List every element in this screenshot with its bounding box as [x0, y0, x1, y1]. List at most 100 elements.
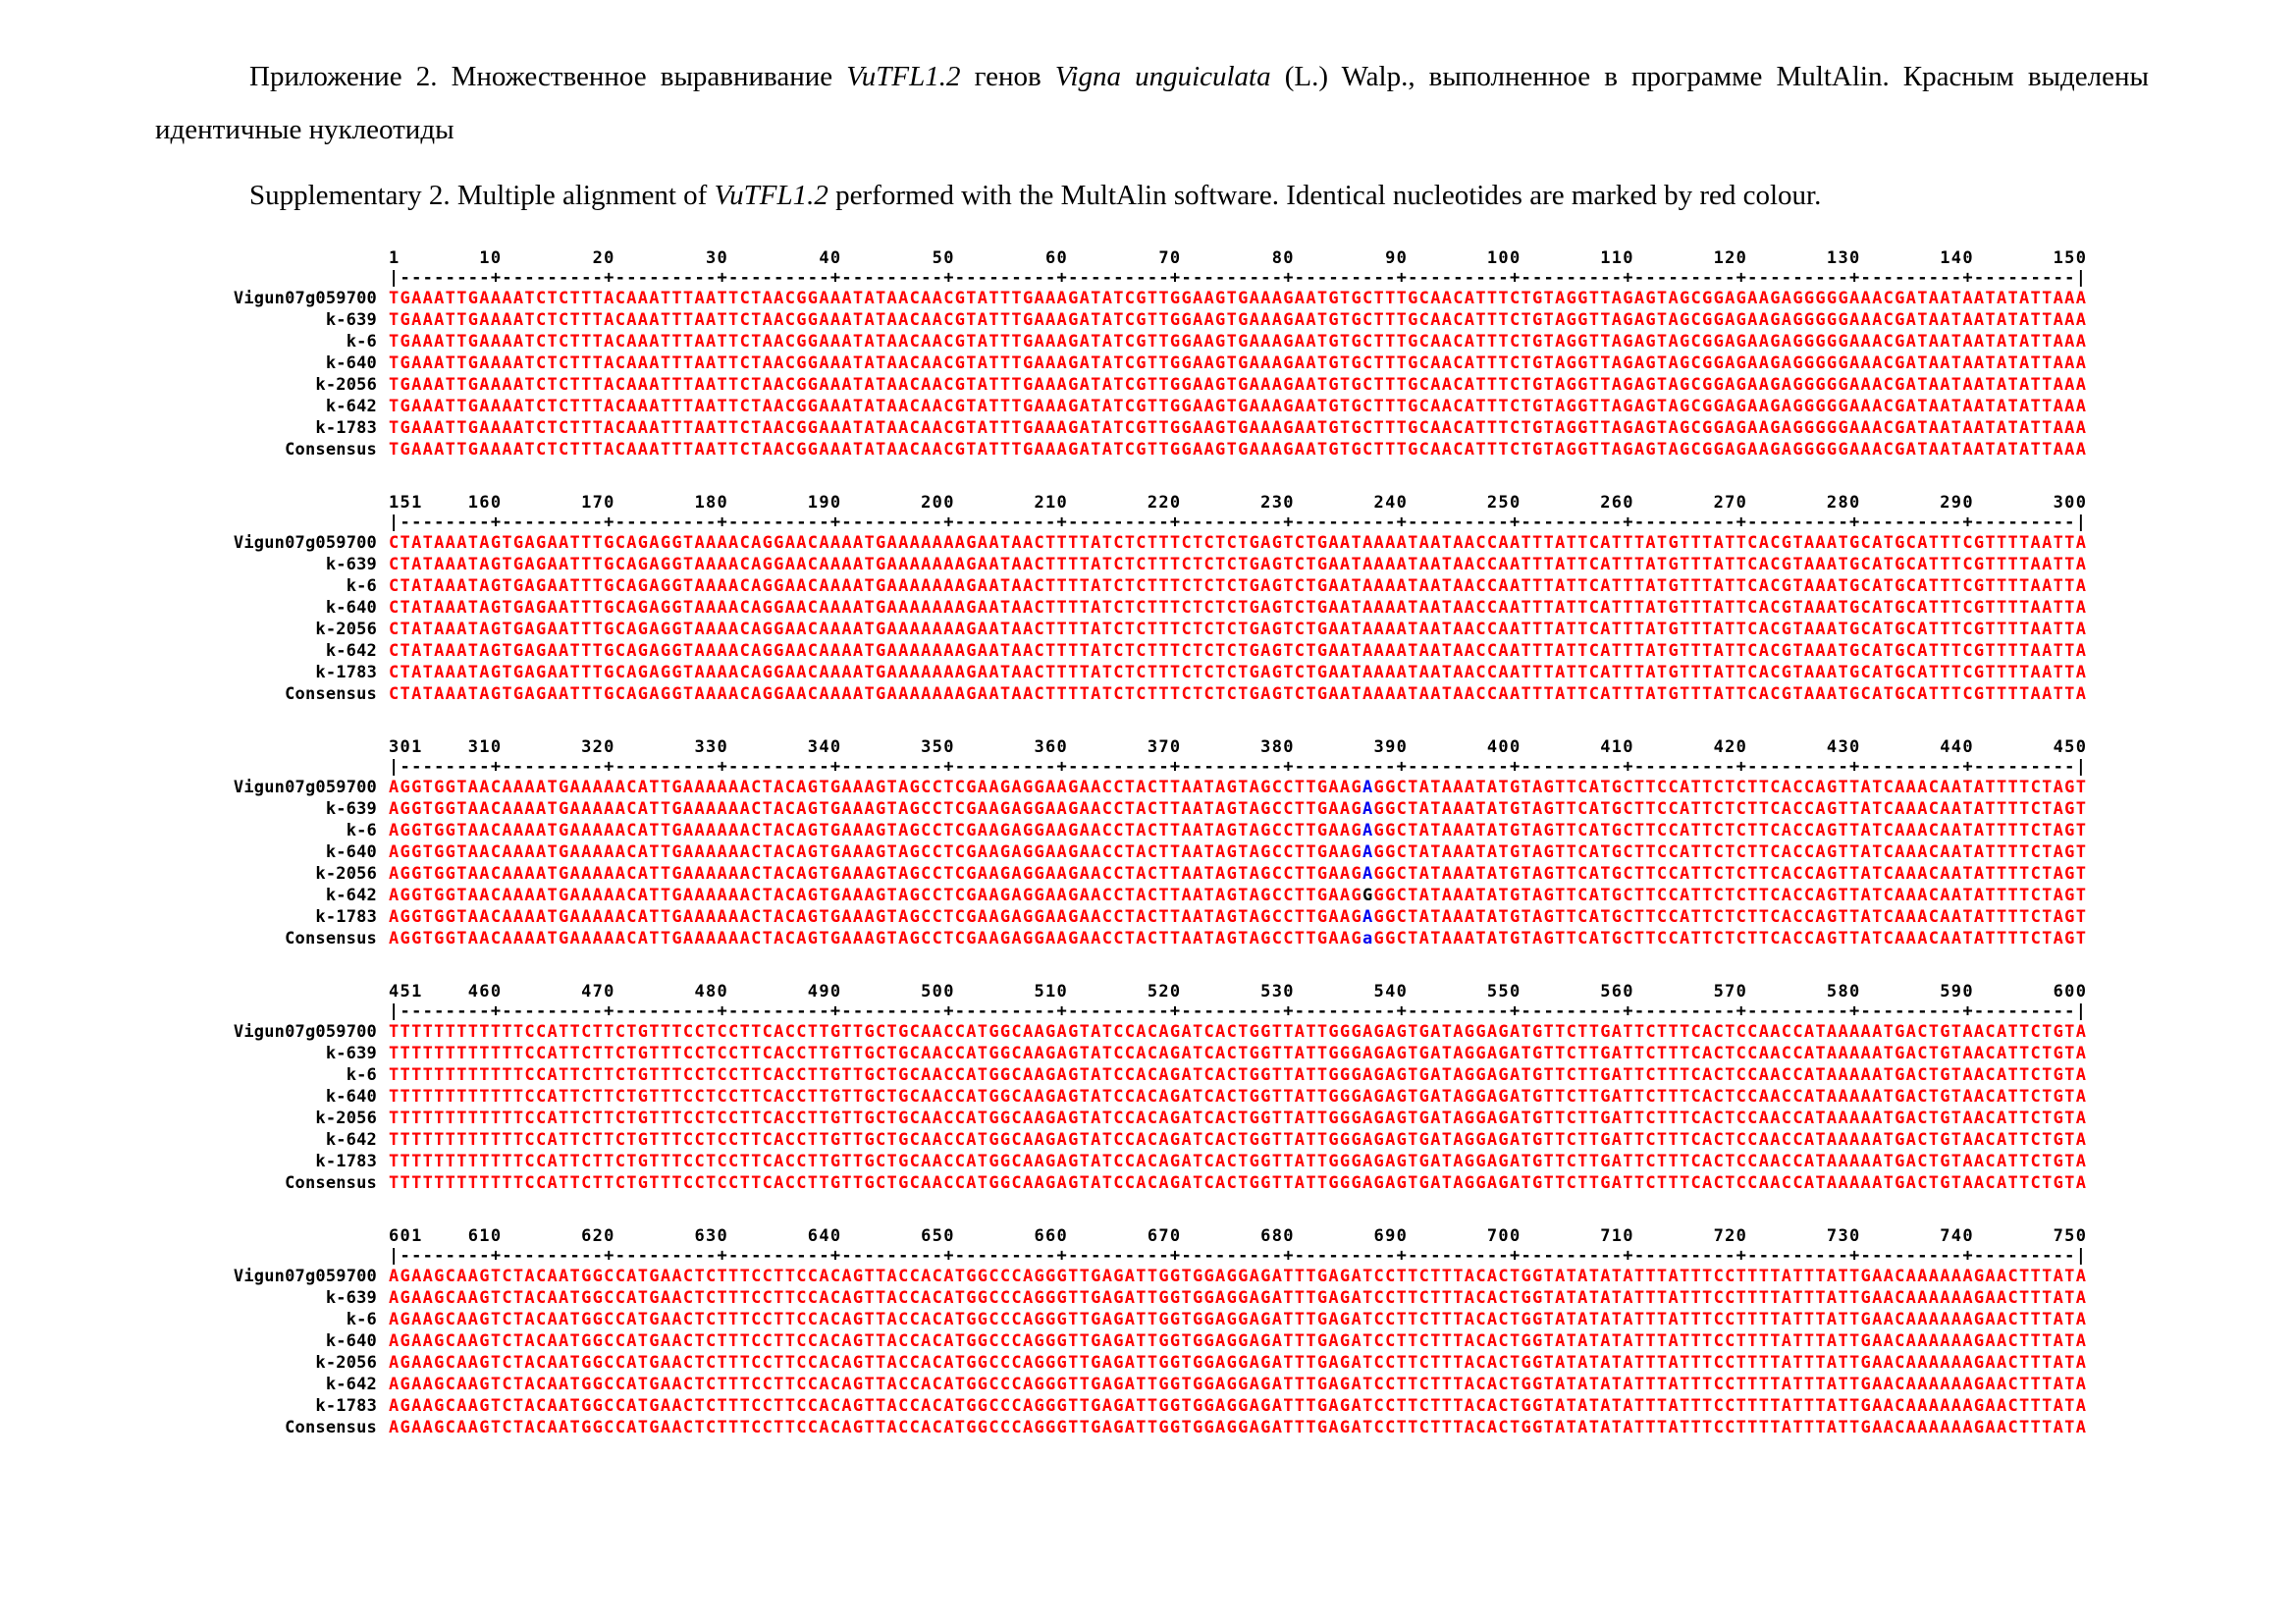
sequence-segment: GGCTATAAATATGTAGTTCATGCTTCCATTCTCTTCACCA…: [1373, 906, 2088, 927]
sequence-label: Consensus: [285, 683, 377, 704]
sequence-row-k-642: k-642 AGAAGCAAGTCTACAATGGCCATGAACTCTTTCCT…: [0, 1374, 2296, 1395]
sequence-label: Consensus: [285, 1417, 377, 1437]
sequence-label: k-2056: [315, 863, 377, 884]
sequence-label: k-6: [346, 1064, 377, 1085]
sequence-label: k-640: [325, 1086, 377, 1107]
sequence-segment: GGCTATAAATATGTAGTTCATGCTTCCATTCTCTTCACCA…: [1373, 885, 2088, 905]
sequence-segment: GGCTATAAATATGTAGTTCATGCTTCCATTCTCTTCACCA…: [1373, 928, 2088, 948]
sequence-segment: AGGTGGTAACAAAATGAAAAACATTGAAAAAACTACAGTG…: [389, 777, 1362, 797]
caption-italic-segment: VuTFL1.2: [846, 61, 961, 92]
variant-nucleotide-pos-387: A: [1362, 841, 1374, 862]
sequence-segment: AGGTGGTAACAAAATGAAAAACATTGAAAAAACTACAGTG…: [389, 798, 1362, 819]
sequence-text: TTTTTTTTTTTTCCATTCTTCTGTTTCCTCCTTCACCTTG…: [389, 1086, 2088, 1107]
sequence-label: k-642: [325, 1129, 377, 1150]
sequence-text: AGAAGCAAGTCTACAATGGCCATGAACTCTTTCCTTCCAC…: [389, 1330, 2088, 1351]
sequence-row-k-639: k-639 CTATAAATAGTGAGAATTTGCAGAGGTAAAACAGG…: [0, 554, 2296, 575]
variant-nucleotide-pos-387: A: [1362, 798, 1374, 819]
sequence-row-vigun07g059700: Vigun07g059700 CTATAAATAGTGAGAATTTGCAGAGG…: [0, 532, 2296, 554]
ruler-gutter: [0, 268, 389, 288]
ruler-dash-line: |--------+---------+---------+---------+…: [0, 1001, 2296, 1021]
sequence-text: AGGTGGTAACAAAATGAAAAACATTGAAAAAACTACAGTG…: [389, 928, 2087, 949]
sequence-text: TTTTTTTTTTTTCCATTCTTCTGTTTCCTCCTTCACCTTG…: [389, 1021, 2088, 1042]
sequence-text: AGAAGCAAGTCTACAATGGCCATGAACTCTTTCCTTCCAC…: [389, 1395, 2088, 1416]
sequence-text: AGGTGGTAACAAAATGAAAAACATTGAAAAAACTACAGTG…: [389, 798, 2087, 820]
sequence-row-k-2056: k-2056 TTTTTTTTTTTTCCATTCTTCTGTTTCCTCCTTC…: [0, 1108, 2296, 1129]
sequence-segment: GGCTATAAATATGTAGTTCATGCTTCCATTCTCTTCACCA…: [1373, 820, 2088, 840]
sequence-row-k-640: k-640 TGAAATTGAAAATCTCTTTACAAATTTAATTCTAA…: [0, 352, 2296, 374]
sequence-text: AGGTGGTAACAAAATGAAAAACATTGAAAAAACTACAGTG…: [389, 841, 2087, 863]
ruler-gutter: [0, 982, 389, 1001]
ruler-dash-line: |--------+---------+---------+---------+…: [0, 757, 2296, 777]
sequence-label: k-6: [346, 575, 377, 596]
sequence-text: CTATAAATAGTGAGAATTTGCAGAGGTAAAACAGGAACAA…: [389, 640, 2088, 661]
sequence-label: k-642: [325, 1374, 377, 1394]
sequence-text: TGAAATTGAAAATCTCTTTACAAATTTAATTCTAACGGAA…: [389, 288, 2088, 308]
ruler-dash-text: |--------+---------+---------+---------+…: [389, 512, 2088, 532]
sequence-segment: AGGTGGTAACAAAATGAAAAACATTGAAAAAACTACAGTG…: [389, 863, 1362, 884]
sequence-segment: AGGTGGTAACAAAATGAAAAACATTGAAAAAACTACAGTG…: [389, 928, 1362, 948]
sequence-row-k-639: k-639 AGAAGCAAGTCTACAATGGCCATGAACTCTTTCCT…: [0, 1287, 2296, 1309]
ruler-gutter: [0, 513, 389, 532]
sequence-label: k-1783: [315, 417, 377, 438]
sequence-text: CTATAAATAGTGAGAATTTGCAGAGGTAAAACAGGAACAA…: [389, 683, 2088, 704]
sequence-label: Vigun07g059700: [233, 1266, 377, 1286]
sequence-label: Consensus: [285, 928, 377, 948]
sequence-text: TGAAATTGAAAATCTCTTTACAAATTTAATTCTAACGGAA…: [389, 396, 2088, 416]
sequence-segment: GGCTATAAATATGTAGTTCATGCTTCCATTCTCTTCACCA…: [1373, 863, 2088, 884]
ruler-gutter: [0, 757, 389, 777]
ruler-tick-numbers: 151 160 170 180 190 200 210 220 230 240 …: [0, 493, 2296, 513]
sequence-label: k-639: [325, 554, 377, 574]
ruler-dash-text: |--------+---------+---------+---------+…: [389, 267, 2088, 288]
sequence-row-k-640: k-640 TTTTTTTTTTTTCCATTCTTCTGTTTCCTCCTTCA…: [0, 1086, 2296, 1108]
sequence-row-k-6: k-6 AGGTGGTAACAAAATGAAAAACATTGAAAAAACTACA…: [0, 820, 2296, 841]
alignment-block-151-300: 151 160 170 180 190 200 210 220 230 240 …: [0, 493, 2296, 705]
caption-english: Supplementary 2. Multiple alignment of V…: [155, 170, 2149, 223]
ruler-tick-numbers-text: 301 310 320 330 340 350 360 370 380 390 …: [389, 736, 2088, 757]
sequence-row-k-1783: k-1783 AGAAGCAAGTCTACAATGGCCATGAACTCTTTCC…: [0, 1395, 2296, 1417]
sequence-text: AGGTGGTAACAAAATGAAAAACATTGAAAAAACTACAGTG…: [389, 906, 2087, 928]
alignment-block-601-750: 601 610 620 630 640 650 660 670 680 690 …: [0, 1226, 2296, 1438]
sequence-label: Vigun07g059700: [233, 532, 377, 553]
ruler-dash-text: |--------+---------+---------+---------+…: [389, 1245, 2088, 1266]
caption-segment: performed with the MultAlin software. Id…: [828, 180, 1822, 212]
caption-segment: Приложение 2. Множественное выравнивание: [249, 61, 847, 92]
sequence-label: Vigun07g059700: [233, 1021, 377, 1042]
sequence-text: TGAAATTGAAAATCTCTTTACAAATTTAATTCTAACGGAA…: [389, 439, 2088, 460]
ruler-dash-line: |--------+---------+---------+---------+…: [0, 1246, 2296, 1266]
variant-nucleotide-pos-387: A: [1362, 820, 1374, 840]
sequence-row-consensus: Consensus CTATAAATAGTGAGAATTTGCAGAGGTAAAA…: [0, 683, 2296, 705]
ruler-gutter: [0, 493, 389, 513]
alignment-block-451-600: 451 460 470 480 490 500 510 520 530 540 …: [0, 982, 2296, 1194]
sequence-label: k-640: [325, 352, 377, 373]
sequence-label: Consensus: [285, 1172, 377, 1193]
sequence-label: k-639: [325, 309, 377, 330]
sequence-text: TGAAATTGAAAATCTCTTTACAAATTTAATTCTAACGGAA…: [389, 352, 2088, 373]
sequence-text: TGAAATTGAAAATCTCTTTACAAATTTAATTCTAACGGAA…: [389, 417, 2088, 438]
ruler-tick-numbers: 601 610 620 630 640 650 660 670 680 690 …: [0, 1226, 2296, 1246]
ruler-dash-line: |--------+---------+---------+---------+…: [0, 513, 2296, 532]
ruler-tick-numbers: 301 310 320 330 340 350 360 370 380 390 …: [0, 737, 2296, 757]
caption-segment: генов: [960, 61, 1055, 92]
sequence-text: AGAAGCAAGTCTACAATGGCCATGAACTCTTTCCTTCCAC…: [389, 1266, 2088, 1286]
ruler-tick-numbers-text: 601 610 620 630 640 650 660 670 680 690 …: [389, 1225, 2088, 1246]
sequence-text: TTTTTTTTTTTTCCATTCTTCTGTTTCCTCCTTCACCTTG…: [389, 1064, 2088, 1085]
sequence-label: k-639: [325, 1287, 377, 1308]
ruler-dash-text: |--------+---------+---------+---------+…: [389, 1001, 2088, 1021]
sequence-row-k-1783: k-1783 CTATAAATAGTGAGAATTTGCAGAGGTAAAACAG…: [0, 662, 2296, 683]
sequence-row-k-642: k-642 TGAAATTGAAAATCTCTTTACAAATTTAATTCTAA…: [0, 396, 2296, 417]
sequence-row-k-642: k-642 TTTTTTTTTTTTCCATTCTTCTGTTTCCTCCTTCA…: [0, 1129, 2296, 1151]
sequence-segment: AGGTGGTAACAAAATGAAAAACATTGAAAAAACTACAGTG…: [389, 820, 1362, 840]
sequence-text: AGGTGGTAACAAAATGAAAAACATTGAAAAAACTACAGTG…: [389, 820, 2087, 841]
sequence-segment: GGCTATAAATATGTAGTTCATGCTTCCATTCTCTTCACCA…: [1373, 798, 2088, 819]
sequence-row-k-640: k-640 AGGTGGTAACAAAATGAAAAACATTGAAAAAACTA…: [0, 841, 2296, 863]
sequence-row-vigun07g059700: Vigun07g059700 TGAAATTGAAAATCTCTTTACAAATT…: [0, 288, 2296, 309]
sequence-row-consensus: Consensus AGGTGGTAACAAAATGAAAAACATTGAAAAA…: [0, 928, 2296, 949]
sequence-label: k-1783: [315, 906, 377, 927]
sequence-label: k-1783: [315, 1151, 377, 1171]
sequence-row-vigun07g059700: Vigun07g059700 AGGTGGTAACAAAATGAAAAACATTG…: [0, 777, 2296, 798]
sequence-label: k-6: [346, 331, 377, 352]
ruler-gutter: [0, 1246, 389, 1266]
sequence-text: TTTTTTTTTTTTCCATTCTTCTGTTTCCTCCTTCACCTTG…: [389, 1043, 2088, 1063]
sequence-label: k-2056: [315, 1352, 377, 1373]
sequence-text: CTATAAATAGTGAGAATTTGCAGAGGTAAAACAGGAACAA…: [389, 619, 2088, 639]
